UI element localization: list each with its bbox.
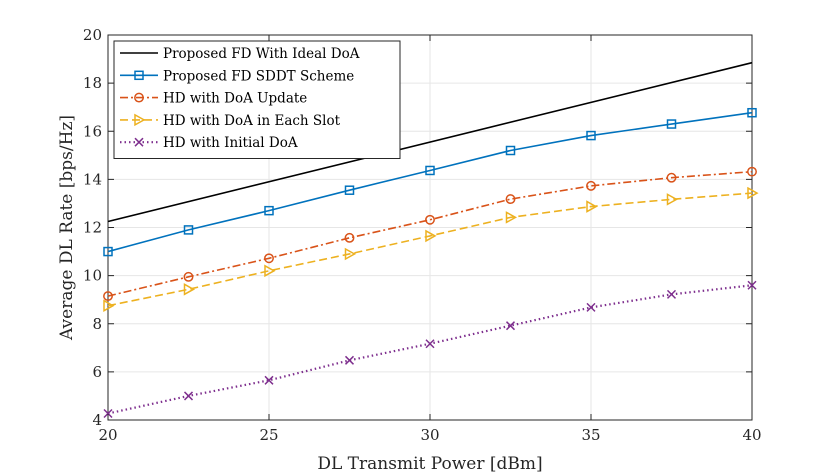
axis-ticks: 20 25 30 35 40 4 6 8 10 12 14 16 18 20 [83, 26, 762, 444]
data-point-marker [666, 172, 677, 183]
data-point-marker [425, 165, 435, 176]
y-tick-label: 12 [83, 219, 102, 237]
legend-label: Proposed FD SDDT Scheme [163, 68, 354, 84]
data-point-marker [586, 302, 596, 312]
data-point-marker [425, 214, 435, 225]
series-2 [103, 107, 757, 257]
data-point-marker [344, 355, 355, 365]
y-tick-label: 16 [83, 122, 102, 140]
series-line [107, 111, 753, 253]
legend-marker [134, 70, 144, 81]
y-tick-label: 20 [83, 26, 102, 44]
x-axis-title: DL Transmit Power [dBm] [317, 454, 542, 474]
legend-entry: HD with DoA in Each Slot [120, 113, 341, 129]
legend-label: HD with DoA in Each Slot [163, 113, 341, 129]
data-point-marker [747, 280, 757, 290]
legend-label: Proposed FD With Ideal DoA [163, 46, 360, 62]
legend-label: HD with DoA Update [163, 91, 307, 107]
data-point-marker [666, 193, 679, 206]
series-line [107, 170, 753, 297]
data-point-marker [344, 185, 355, 195]
x-tick-label: 40 [742, 426, 761, 444]
series-5 [103, 280, 757, 419]
data-point-marker [747, 107, 757, 118]
series-line [107, 61, 753, 223]
data-point-marker [747, 166, 757, 177]
data-point-marker [264, 253, 274, 264]
data-point-marker [264, 375, 274, 385]
data-point-marker [586, 180, 596, 191]
y-tick-label: 6 [92, 363, 102, 381]
data-point-marker [425, 229, 437, 243]
data-point-marker [747, 186, 759, 200]
series-layer [103, 61, 759, 419]
legend-marker [134, 113, 146, 127]
x-tick-label: 35 [581, 426, 600, 444]
data-point-marker [505, 194, 516, 205]
data-point-marker [344, 247, 357, 261]
series-1 [107, 61, 753, 223]
data-point-marker [505, 321, 516, 331]
x-tick-label: 25 [259, 426, 278, 444]
data-point-marker [425, 339, 435, 349]
data-point-marker [103, 299, 115, 312]
data-point-marker [264, 205, 274, 216]
y-tick-label: 18 [83, 74, 102, 92]
data-point-marker [344, 232, 355, 243]
data-point-marker [666, 119, 677, 129]
series-line [107, 192, 753, 307]
data-point-marker [505, 211, 518, 224]
y-tick-label: 4 [92, 411, 102, 429]
legend-marker [134, 137, 144, 147]
legend-entry: Proposed FD SDDT Scheme [120, 68, 354, 84]
data-point-marker [586, 200, 598, 213]
data-point-marker [264, 264, 276, 278]
x-tick-label: 20 [98, 426, 117, 444]
legend: Proposed FD With Ideal DoA Proposed FD SD… [113, 40, 401, 159]
data-point-marker [666, 289, 677, 299]
data-point-marker [103, 246, 113, 257]
legend-label: HD with Initial DoA [163, 135, 298, 151]
data-point-marker [505, 145, 516, 156]
data-point-marker [183, 283, 196, 296]
data-point-marker [183, 271, 194, 282]
legend-entry: HD with DoA Update [120, 91, 307, 107]
y-tick-label: 10 [83, 267, 102, 285]
data-point-marker [183, 225, 194, 235]
data-point-marker [103, 408, 113, 419]
legend-box [113, 40, 401, 159]
y-tick-label: 14 [83, 170, 102, 188]
legend-entry: Proposed FD With Ideal DoA [120, 46, 360, 62]
series-3 [103, 166, 757, 302]
data-point-marker [586, 130, 596, 141]
data-point-marker [183, 391, 194, 401]
x-tick-label: 30 [420, 426, 439, 444]
y-tick-label: 8 [92, 315, 102, 333]
legend-marker [134, 92, 144, 103]
series-4 [103, 186, 759, 312]
y-axis-title: Average DL Rate [bps/Hz] [57, 115, 77, 341]
data-point-marker [103, 291, 113, 302]
legend-entry: HD with Initial DoA [120, 135, 298, 151]
